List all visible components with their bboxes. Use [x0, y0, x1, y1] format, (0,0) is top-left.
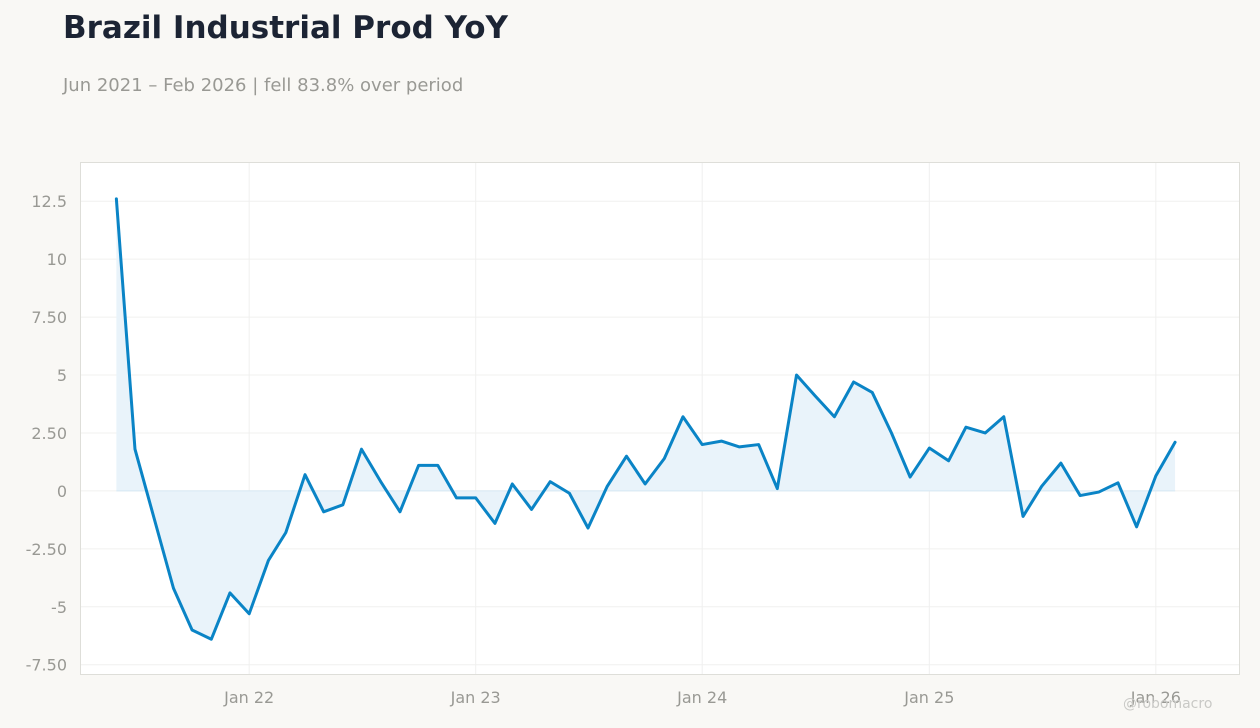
data-point — [1002, 415, 1005, 418]
x-tick-label: Jan 25 — [903, 688, 954, 707]
data-point — [398, 510, 402, 513]
data-point — [1097, 490, 1100, 494]
x-axis-ticks: Jan 22 Jan 23 Jan 24 Jan 25 Jan 26 — [223, 688, 1181, 707]
y-tick-label: 5 — [57, 366, 67, 385]
y-tick-label: -2.50 — [26, 540, 67, 559]
data-point — [322, 510, 325, 513]
data-point — [493, 522, 497, 525]
data-point — [908, 475, 912, 479]
data-point — [643, 482, 647, 486]
data-point — [210, 638, 213, 641]
data-point — [738, 445, 741, 449]
data-point — [983, 431, 987, 435]
data-point — [1173, 441, 1177, 444]
x-tick-label: Jan 23 — [450, 688, 501, 707]
data-point — [663, 457, 666, 460]
plot-area — [80, 162, 1240, 675]
data-point — [586, 526, 590, 530]
y-tick-label: 2.50 — [31, 424, 67, 443]
grid-lines — [81, 163, 1239, 674]
data-point — [568, 492, 571, 495]
data-point — [1040, 485, 1043, 488]
data-point — [852, 380, 855, 384]
data-point — [757, 443, 760, 446]
data-point — [1078, 494, 1082, 497]
data-point — [228, 591, 232, 595]
data-point — [247, 612, 251, 615]
data-point — [1021, 515, 1025, 518]
data-point — [455, 496, 458, 500]
x-tick-label: Jan 24 — [676, 688, 727, 707]
data-point — [548, 480, 552, 483]
y-tick-label: 0 — [57, 482, 67, 501]
data-point — [153, 517, 156, 520]
data-point — [172, 587, 175, 590]
data-point — [511, 482, 514, 486]
data-point — [379, 480, 382, 483]
data-point — [795, 373, 798, 377]
y-tick-label: 7.50 — [31, 308, 67, 327]
data-point — [606, 485, 609, 488]
data-point — [267, 559, 270, 562]
data-point — [701, 443, 704, 446]
data-point — [417, 464, 420, 467]
watermark: @robomacro — [1123, 696, 1213, 712]
data-point — [720, 439, 723, 443]
data-point — [133, 448, 137, 451]
data-point — [1154, 474, 1158, 478]
area-fill-layer — [116, 198, 1176, 640]
data-point — [890, 431, 893, 435]
data-point — [341, 503, 345, 507]
series-line-layer — [114, 197, 1177, 641]
x-tick-label: Jan 22 — [223, 688, 274, 707]
y-tick-label: -7.50 — [26, 656, 67, 675]
area-fill — [116, 198, 1176, 640]
data-point — [871, 391, 874, 394]
data-point — [964, 425, 968, 429]
data-point — [530, 508, 533, 511]
y-tick-label: 12.5 — [31, 192, 67, 211]
data-point — [947, 459, 950, 462]
x-tick-label: Jan 26 — [1130, 688, 1181, 707]
data-point — [813, 394, 817, 398]
data-point — [1135, 525, 1138, 529]
data-point — [625, 454, 628, 458]
data-point — [190, 628, 194, 632]
data-point — [284, 531, 287, 534]
data-point — [115, 197, 118, 201]
y-axis-ticks: 12.5 10 7.50 5 2.50 0 -2.50 -5 -7.50 — [26, 192, 67, 674]
data-point — [776, 487, 779, 490]
data-point — [1116, 481, 1120, 485]
data-point — [436, 464, 440, 467]
data-point — [474, 496, 477, 500]
y-tick-label: -5 — [51, 598, 67, 617]
data-point — [303, 473, 307, 476]
data-point — [681, 415, 685, 418]
data-point — [928, 446, 931, 450]
chart-title: Brazil Industrial Prod YoY — [63, 10, 508, 46]
y-tick-label: 10 — [47, 250, 67, 269]
data-point — [360, 448, 363, 451]
chart-subtitle: Jun 2021 – Feb 2026 | fell 83.8% over pe… — [63, 75, 464, 96]
data-point — [1059, 461, 1063, 465]
data-point — [833, 415, 836, 418]
